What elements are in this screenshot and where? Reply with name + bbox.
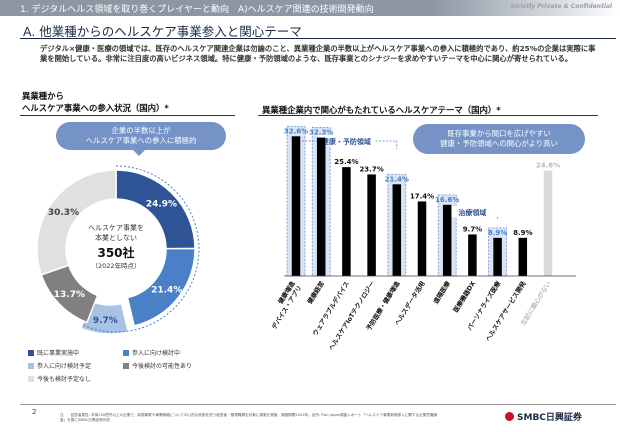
bar-category-label-line: 健康経営	[305, 279, 326, 305]
top-banner: 1. デジタルヘルス領域を取り巻くプレイヤーと動向 A)ヘルスケア関連の技術開発…	[0, 0, 620, 16]
bar-10	[543, 170, 553, 276]
bar-category-label-1: 健康経営	[305, 279, 326, 305]
donut-center-label-1: ヘルスケア事業を	[88, 223, 144, 232]
bar-category-label-line: ヘルスケアIoTテクノロジー	[326, 279, 376, 351]
donut-label-2: 9.7%	[93, 316, 118, 326]
footnote: 注 回答者属性: 年商100億円以上の企業で、新規事業や事業戦略について中心的な…	[60, 413, 438, 422]
right-section-divider	[258, 115, 598, 116]
bar-7	[468, 234, 477, 276]
bar-0	[291, 136, 301, 276]
donut-label-4: 30.3%	[48, 208, 79, 218]
right-section-title: 異業種企業内で関心がもたれているヘルスケアテーマ（国内）*	[262, 105, 501, 115]
legend-item-4: 今後も検討予定なし	[28, 374, 91, 383]
bar-3	[367, 174, 376, 276]
bar-value-label-6: 16.6%	[435, 196, 459, 204]
bar-category-label-line: 医療機器DX	[451, 279, 477, 314]
legend-item-0: 既に事業実施中	[28, 348, 79, 357]
bracket-prevention-label-bg	[318, 135, 375, 146]
legend-item-3: 今後検討の可能性あり	[123, 361, 192, 370]
legend-swatch	[28, 376, 34, 382]
page-number: 2	[32, 408, 37, 416]
legend-swatch	[123, 363, 129, 369]
bracket-prevention-label: 健康・予防領域	[322, 137, 371, 146]
lead-text: デジタル×健康・医療の領域では、既存のヘルスケア関連企業は勿論のこと、異業種企業…	[40, 44, 596, 63]
title-divider	[20, 38, 616, 39]
bar-category-label-line: ヘルスケアサービス開発	[483, 279, 528, 343]
legend-label: 今後も検討予定なし	[37, 376, 92, 383]
legend-item-2: 参入に向け検討予定	[28, 361, 91, 370]
bar-category-label-0: 健康増進デバイス・アプリ	[262, 279, 303, 331]
donut-center-sub: （2022年時点）	[91, 261, 140, 270]
bar-value-label-4: 21.4%	[385, 175, 409, 183]
legend-label: 今後検討の可能性あり	[132, 363, 193, 370]
legend-label: 参入に向け検討予定	[37, 363, 92, 370]
breadcrumb: 1. デジタルヘルス領域を取り巻くプレイヤーと動向 A)ヘルスケア関連の技術開発…	[20, 5, 374, 15]
donut-slice-4	[36, 169, 117, 276]
donut-label-1: 21.4%	[151, 285, 182, 295]
brand-logo: SMBC日興証券	[505, 410, 582, 423]
bar-2	[342, 167, 351, 276]
bar-value-label-9: 8.9%	[513, 229, 532, 237]
bar-value-label-0: 32.6%	[284, 127, 308, 135]
donut-slice-1	[126, 247, 196, 327]
bracket-treatment-label: 治療領域	[458, 208, 486, 217]
brand-icon	[505, 412, 514, 421]
bar-1	[316, 137, 326, 276]
donut-label-3: 13.7%	[54, 290, 85, 300]
legend-swatch	[28, 363, 34, 369]
footer-divider	[20, 404, 616, 405]
bar-value-label-10: 24.6%	[536, 162, 560, 170]
bar-8	[493, 237, 502, 276]
bar-value-label-8: 8.9%	[488, 229, 507, 237]
page-title: A. 他業種からのヘルスケア事業参入と関心テーマ	[23, 24, 302, 39]
bar-category-label-9: ヘルスケアサービス開発	[483, 279, 528, 343]
bar-category-label-line: 遠隔医療	[431, 279, 452, 306]
bar-value-label-3: 23.7%	[359, 165, 383, 173]
bar-category-label-6: 遠隔医療	[431, 279, 452, 306]
right-callout: 既存事業から間口を広げやすい 健康・予防領域への関心がより高い	[413, 124, 585, 154]
confidential-label: Strictly Private & Confidential	[510, 3, 612, 10]
donut-highlight-arc	[82, 165, 200, 333]
legend-label: 既に事業実施中	[37, 350, 80, 357]
legend-label: 参入に向け検討中	[132, 350, 181, 357]
legend-item-1: 参入に向け検討中	[123, 348, 180, 357]
bar-value-label-5: 17.4%	[410, 192, 434, 200]
legend-swatch	[28, 350, 34, 356]
left-callout-tail	[132, 149, 146, 156]
left-section-title: 異業種から ヘルスケア事業への参入状況（国内）*	[22, 91, 169, 113]
bar-value-label-1: 32.3%	[309, 129, 333, 137]
bar-value-label-2: 25.4%	[334, 158, 358, 166]
left-callout: 企業の半数以上が ヘルスケア事業への参入に積極的	[56, 122, 226, 150]
bar-category-label-7: 医療機器DX	[451, 279, 477, 314]
donut-label-0: 24.9%	[146, 200, 177, 210]
legend-swatch	[123, 350, 129, 356]
left-section-divider	[20, 115, 235, 116]
bar-6	[442, 204, 452, 276]
donut-center-label-2: 本業としない	[95, 233, 137, 242]
bar-category-label-3: ヘルスケアIoTテクノロジー	[326, 279, 376, 351]
bar-5	[417, 201, 427, 276]
bar-4	[392, 184, 402, 276]
bar-value-label-7: 9.7%	[463, 225, 482, 233]
bar-9	[518, 237, 528, 276]
bracket-treatment-label-bg	[444, 206, 501, 217]
donut-center-value: 350社	[97, 245, 134, 260]
